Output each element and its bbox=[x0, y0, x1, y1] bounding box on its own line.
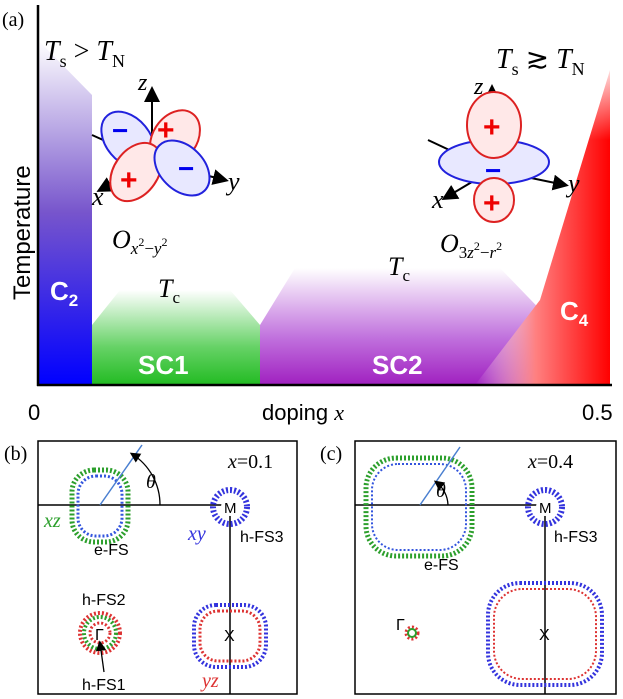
panel-a-label: (a) bbox=[2, 9, 24, 31]
region-sc2-area bbox=[260, 268, 555, 385]
ts-ge-tn-label: Ts ≳ TN bbox=[496, 44, 585, 79]
panel-c-theta: θ bbox=[436, 480, 446, 502]
orbital-left-minus-1: − bbox=[112, 115, 128, 146]
panel-b-theta-line bbox=[99, 444, 143, 506]
panel-b-yz: yz bbox=[200, 670, 219, 692]
panel-c-theta-line bbox=[419, 446, 461, 506]
panel-b-label: (b) bbox=[4, 443, 27, 465]
orbital-right-axis-z: z bbox=[473, 74, 484, 100]
panel-b-h-fs1: h-FS1 bbox=[82, 677, 126, 694]
panel-b-m-pocket bbox=[210, 487, 250, 527]
panel-c: (c) x=0.4 θ e-FS M h-FS3 Γ X bbox=[320, 440, 617, 695]
panel-b-h-fs2: h-FS2 bbox=[82, 592, 126, 609]
ts-gt-tn-label: Ts > TN bbox=[44, 36, 125, 71]
panel-a: (a) Temperature 0 0.5 doping x C2 C4 SC1… bbox=[2, 5, 615, 425]
orbital-left-label: Ox2−y2 bbox=[112, 225, 167, 258]
panel-c-h-fs3: h-FS3 bbox=[554, 529, 598, 546]
tc-label-sc1: Tc bbox=[158, 274, 180, 307]
orbital-left-plus-1: + bbox=[157, 114, 175, 147]
panel-c-e-fs: e-FS bbox=[424, 557, 459, 574]
panel-c-x-point: X bbox=[539, 627, 550, 644]
panel-b-xz: xz bbox=[43, 510, 61, 532]
panel-c-m: M bbox=[539, 500, 552, 517]
panel-c-gamma-pocket-green bbox=[407, 628, 417, 638]
orbital-left-axis-x: x bbox=[91, 182, 104, 211]
orbital-left-axis-y: y bbox=[225, 167, 240, 196]
panel-b-m: M bbox=[224, 500, 237, 517]
panel-b-h-fs2-ring bbox=[78, 611, 122, 655]
orbital-right-axis-x: x bbox=[431, 185, 444, 214]
panel-b-gamma: Γ bbox=[95, 627, 104, 644]
panel-b-h-fs1-ring bbox=[88, 621, 112, 645]
panel-c-e-fs-outer bbox=[363, 455, 475, 559]
region-sc1-area bbox=[92, 290, 260, 385]
panel-c-theta-arc bbox=[433, 480, 449, 506]
panel-c-m-pocket bbox=[525, 487, 565, 527]
panel-b-h-fs1-arrow bbox=[95, 640, 107, 673]
panel-b-m-dot bbox=[221, 498, 239, 516]
orbital-left-minus-2: − bbox=[178, 153, 194, 184]
panel-c-label: (c) bbox=[320, 443, 342, 465]
y-axis-label: Temperature bbox=[9, 165, 36, 300]
orbital-right: + − + z y x O3z2−r2 bbox=[427, 74, 580, 262]
orbital-left: − + + − z y x Ox2−y2 bbox=[91, 70, 240, 258]
panel-c-x-pocket-outer bbox=[486, 581, 604, 687]
orbital-left-plus-2: + bbox=[120, 164, 138, 197]
panel-c-gamma-pocket bbox=[404, 625, 420, 641]
panel-b-theta: θ bbox=[146, 471, 156, 493]
panel-b-frame bbox=[37, 440, 298, 695]
region-c2-area bbox=[38, 40, 92, 385]
panel-c-e-fs-inner bbox=[371, 463, 467, 551]
tc-label-sc2: Tc bbox=[388, 252, 410, 285]
panel-b-xy: xy bbox=[187, 523, 206, 545]
x-end-label: 0.5 bbox=[582, 400, 613, 425]
region-c4-area bbox=[475, 70, 610, 385]
panel-c-doping: x=0.4 bbox=[527, 451, 573, 473]
orbital-right-minus: − bbox=[485, 155, 501, 186]
panel-b-e-fs: e-FS bbox=[94, 542, 129, 559]
panel-b-x-pocket-outer bbox=[192, 603, 268, 669]
orbital-left-axis-z: z bbox=[137, 70, 148, 96]
panel-c-frame bbox=[354, 440, 617, 695]
panel-b-x-pocket-inner bbox=[198, 609, 262, 663]
region-sc1-label: SC1 bbox=[138, 350, 189, 380]
panel-b-doping: x=0.1 bbox=[227, 451, 273, 473]
panel-b-e-fs-inner bbox=[76, 474, 124, 538]
panel-b-h-fs3: h-FS3 bbox=[240, 529, 284, 546]
region-sc2-label: SC2 bbox=[372, 350, 423, 380]
panel-c-gamma: Γ bbox=[396, 617, 405, 634]
x-axis-label-var: x bbox=[333, 400, 344, 425]
panel-b-theta-arc bbox=[129, 452, 161, 506]
orbital-right-label: O3z2−r2 bbox=[440, 229, 502, 262]
x-axis-label-word: doping bbox=[262, 400, 334, 425]
orbital-right-plus-2: + bbox=[483, 187, 501, 220]
x-start-label: 0 bbox=[28, 400, 40, 425]
panel-b-e-fs-outer bbox=[69, 467, 131, 545]
orbital-right-plus-1: + bbox=[483, 111, 501, 144]
panel-b: (b) x=0.1 θ xz e-FS M xy h-FS3 Γ h-FS2 h… bbox=[4, 440, 298, 695]
panel-b-x-point: X bbox=[224, 628, 235, 645]
x-axis-label: doping x bbox=[262, 400, 344, 425]
region-c4-label: C4 bbox=[560, 296, 589, 330]
orbital-right-axis-y: y bbox=[565, 169, 580, 198]
panel-c-m-dot bbox=[536, 498, 554, 516]
